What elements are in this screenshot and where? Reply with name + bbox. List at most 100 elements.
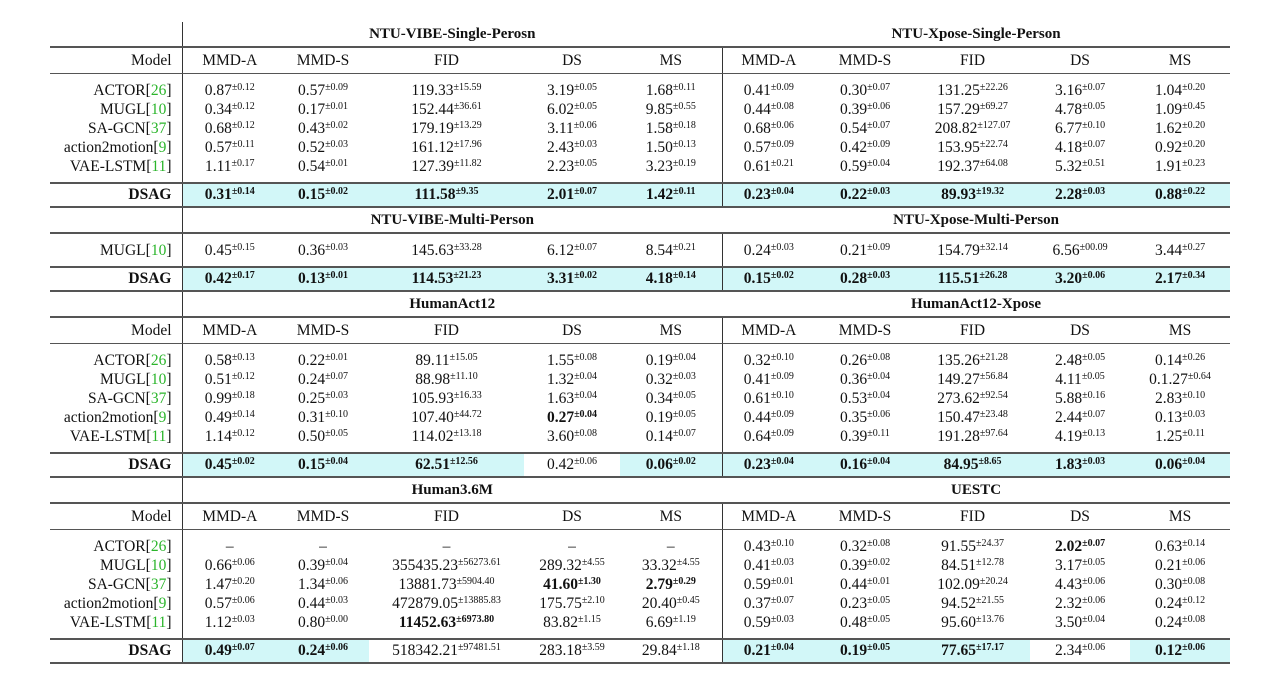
blank-cell — [50, 477, 183, 504]
citation-link[interactable]: 11 — [151, 157, 167, 175]
metric-std: ±0.04 — [867, 389, 891, 401]
metric-std: ±16.33 — [453, 389, 482, 401]
metric-cell: 1.34±0.06 — [277, 575, 369, 594]
metric-std: ±0.34 — [1182, 270, 1206, 281]
metric-cell: 4.78±0.05 — [1030, 100, 1130, 119]
citation-link[interactable]: 26 — [150, 81, 167, 99]
citation-link[interactable]: 9 — [158, 594, 167, 612]
metric-cell: 0.44±0.08 — [721, 100, 816, 119]
model-name: VAE-LSTM — [69, 427, 147, 445]
model-name: MUGL — [100, 241, 146, 259]
metric-header: DS — [1030, 47, 1131, 74]
citation-link[interactable]: 10 — [150, 241, 167, 259]
metric-value: 0.88 — [1154, 186, 1183, 203]
metric-std: ±1.19 — [672, 613, 696, 625]
metric-value: 95.60 — [941, 613, 976, 631]
citation-link[interactable]: 37 — [150, 575, 167, 593]
metric-value: 111.58 — [414, 186, 456, 203]
section-title-row: Human3.6M UESTC — [50, 477, 1231, 504]
results-table: NTU-VIBE-Single-Perosn NTU-Xpose-Single-P… — [50, 22, 1231, 664]
metric-std: ±0.14 — [231, 408, 255, 420]
metric-value: 9.85 — [645, 100, 673, 118]
metric-cell: 0.23±0.04 — [721, 182, 816, 208]
metric-cell: 0.41±0.09 — [721, 370, 816, 389]
metric-value: 2.48 — [1054, 351, 1083, 369]
metric-value: 1.68 — [645, 81, 674, 99]
metric-cell: 289.32±4.55 — [524, 556, 620, 575]
metric-std: ±0.03 — [867, 270, 891, 281]
metric-std: ±0.04 — [325, 556, 349, 568]
metric-cell: 0.21±0.09 — [815, 233, 915, 267]
metric-std: ±0.55 — [672, 100, 696, 112]
metric-std: ±0.27 — [1182, 241, 1206, 253]
citation-link[interactable]: 37 — [150, 389, 167, 407]
metric-value: 355435.23 — [392, 556, 458, 574]
metric-value: 0.99 — [204, 389, 232, 407]
metric-cell: 0.42±0.09 — [815, 138, 915, 157]
citation-link[interactable]: 26 — [150, 537, 167, 555]
metric-cell: 2.17±0.34 — [1130, 266, 1231, 292]
citation-link[interactable]: 9 — [158, 138, 167, 156]
model-name-cell: MUGL[10] — [50, 556, 183, 575]
metric-value: 0.68 — [743, 119, 771, 137]
table-row: SA-GCN[37] 0.99±0.18 0.25±0.03 105.93±16.33… — [50, 389, 1230, 408]
metric-cell: 0.61±0.10 — [721, 389, 816, 408]
model-name-cell: ACTOR[26] — [50, 529, 183, 556]
metric-std: ±8.65 — [978, 456, 1002, 467]
metric-std: ±0.01 — [325, 100, 349, 112]
metric-cell: 1.50±0.13 — [620, 138, 722, 157]
citation-link[interactable]: 11 — [151, 427, 167, 445]
metric-std: ±0.03 — [325, 594, 349, 606]
metric-cell: 0.17±0.01 — [277, 100, 369, 119]
metric-value: 0.39 — [839, 100, 868, 118]
metric-cell: 2.02±0.07 — [1030, 530, 1130, 557]
metric-value: 1.50 — [645, 138, 673, 156]
metric-std: ±56.84 — [979, 370, 1008, 382]
metric-std: ±0.01 — [867, 575, 891, 587]
citation-link[interactable]: 10 — [150, 370, 167, 388]
table-row: SA-GCN[37] 0.68±0.12 0.43±0.02 179.19±13.29… — [50, 119, 1230, 138]
metric-cell: 62.51±12.56 — [369, 452, 524, 478]
metric-value: 0.13 — [297, 270, 326, 287]
citation-link[interactable]: 26 — [150, 351, 167, 369]
citation-link[interactable]: 11 — [151, 613, 167, 631]
metric-cell: 283.18±3.59 — [524, 638, 620, 664]
metric-std: ±36.61 — [453, 100, 482, 112]
metric-std: ±0.15 — [231, 241, 255, 253]
metric-cell: 0.14±0.07 — [620, 427, 722, 453]
metric-cell: 0.45±0.15 — [182, 233, 277, 267]
metric-std: ±22.74 — [979, 138, 1008, 150]
metric-cell: 2.23±0.05 — [524, 157, 620, 183]
citation-link[interactable]: 10 — [150, 556, 167, 574]
model-name-cell: action2motion[9] — [50, 594, 183, 613]
metric-cell: 0.54±0.07 — [815, 119, 915, 138]
metric-value: 0.14 — [645, 427, 673, 445]
metric-header: MMD-A — [721, 47, 816, 74]
metric-value: 0.50 — [297, 427, 326, 445]
metric-cell: 355435.23±56273.61 — [369, 556, 524, 575]
metric-value: 0.17 — [297, 100, 326, 118]
dataset-title-left: NTU-VIBE-Single-Perosn — [182, 22, 723, 48]
metric-value: 1.04 — [1154, 81, 1183, 99]
metric-std: ±0.05 — [867, 594, 891, 606]
metric-cell: – — [620, 530, 722, 557]
citation-link[interactable]: 9 — [158, 408, 167, 426]
metric-value: 0.59 — [743, 613, 771, 631]
metric-cell: 2.01±0.07 — [524, 182, 620, 208]
metric-value: 0.39 — [840, 427, 868, 445]
metric-cell: 0.68±0.06 — [721, 119, 816, 138]
citation-link[interactable]: 10 — [150, 100, 167, 118]
metric-value: 2.83 — [1154, 389, 1183, 407]
metric-cell: 0.15±0.02 — [721, 266, 816, 292]
metric-cell: 0.44±0.03 — [277, 594, 369, 613]
metric-cell: 0.68±0.12 — [182, 119, 277, 138]
metric-value: 0.34 — [645, 389, 673, 407]
metric-std: ±0.64 — [1187, 370, 1211, 382]
metric-value: 0.15 — [297, 456, 326, 473]
metric-value: 1.62 — [1154, 119, 1183, 137]
citation-link[interactable]: 37 — [150, 119, 167, 137]
metric-value: 0.28 — [839, 270, 868, 287]
metric-value: 4.18 — [1054, 138, 1083, 156]
metric-value: 273.62 — [937, 389, 980, 407]
metric-value: 115.51 — [937, 270, 980, 287]
